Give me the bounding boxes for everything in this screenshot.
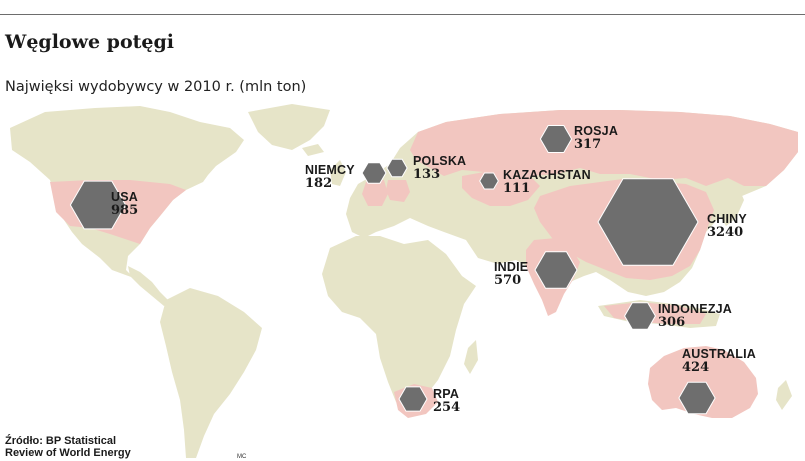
country-value: 306 xyxy=(658,315,686,330)
hexagon-marker-australia xyxy=(678,381,716,415)
source-line-1: Źródło: BP Statistical xyxy=(5,435,117,447)
country-value: 317 xyxy=(574,137,602,152)
hexagon-marker-kazachstan xyxy=(479,172,499,190)
country-name: RPA xyxy=(433,387,460,401)
land-central-america xyxy=(128,266,170,306)
label-india: INDIE 570 xyxy=(494,260,528,288)
country-value: 111 xyxy=(503,181,531,196)
hexagon-marker-polska xyxy=(386,158,408,178)
source-note: Źródło: BP Statistical Review of World E… xyxy=(5,435,131,459)
land-japan xyxy=(720,186,744,226)
hexagon-marker-indie xyxy=(534,251,578,289)
hexagon-marker-rosja xyxy=(539,125,573,153)
country-value: 254 xyxy=(433,400,461,415)
land-africa xyxy=(322,236,476,412)
country-value: 570 xyxy=(494,273,522,288)
land-south-america xyxy=(160,288,262,458)
country-value: 424 xyxy=(682,360,710,375)
world-map xyxy=(10,104,798,458)
country-value: 182 xyxy=(305,176,333,191)
hexagon-marker-niemcy xyxy=(361,162,387,184)
label-south-africa: RPA 254 xyxy=(433,387,460,415)
country-name: USA xyxy=(111,190,138,204)
land-germany xyxy=(362,180,388,206)
country-name: KAZACHSTAN xyxy=(503,168,591,182)
country-name: CHINY xyxy=(707,212,747,226)
land-uk xyxy=(330,160,346,186)
chart-title: Węglowe potęgi xyxy=(5,31,174,53)
country-name: INDONEZJA xyxy=(658,302,733,316)
country-name: ROSJA xyxy=(574,124,619,138)
land-russia xyxy=(410,110,798,186)
hexagon-marker-indonezja xyxy=(624,302,656,330)
land-madagascar xyxy=(464,340,478,374)
marker-layer xyxy=(69,125,716,415)
label-russia: ROSJA 317 xyxy=(574,124,618,152)
label-australia: AUSTRALIA 424 xyxy=(682,347,756,375)
label-poland: POLSKA 133 xyxy=(413,154,466,182)
country-name: INDIE xyxy=(494,260,529,274)
land-greenland xyxy=(248,104,330,150)
label-china: CHINY 3240 xyxy=(707,212,747,240)
label-usa: USA 985 xyxy=(111,190,138,218)
label-germany: NIEMCY 182 xyxy=(305,163,355,191)
source-line-2: Review of World Energy xyxy=(5,447,131,459)
hexagon-marker-rpa xyxy=(398,386,428,412)
land-iceland xyxy=(302,144,324,156)
country-value: 3240 xyxy=(707,225,744,240)
country-name: NIEMCY xyxy=(305,163,355,177)
country-name: AUSTRALIA xyxy=(682,347,757,361)
hexagon-marker-chiny xyxy=(597,178,699,266)
label-indonesia: INDONEZJA 306 xyxy=(658,302,732,330)
land-poland xyxy=(386,180,410,202)
country-value: 985 xyxy=(111,203,139,218)
label-kazakhstan: KAZACHSTAN 111 xyxy=(503,168,591,196)
top-rule xyxy=(0,14,805,15)
author-credit: MC xyxy=(237,454,247,460)
country-value: 133 xyxy=(413,167,441,182)
chart-subtitle: Najwięksi wydobywcy w 2010 r. (mln ton) xyxy=(5,79,307,95)
country-name: POLSKA xyxy=(413,154,467,168)
hexagon-marker-usa xyxy=(69,180,127,230)
land-new-zealand xyxy=(776,380,792,410)
